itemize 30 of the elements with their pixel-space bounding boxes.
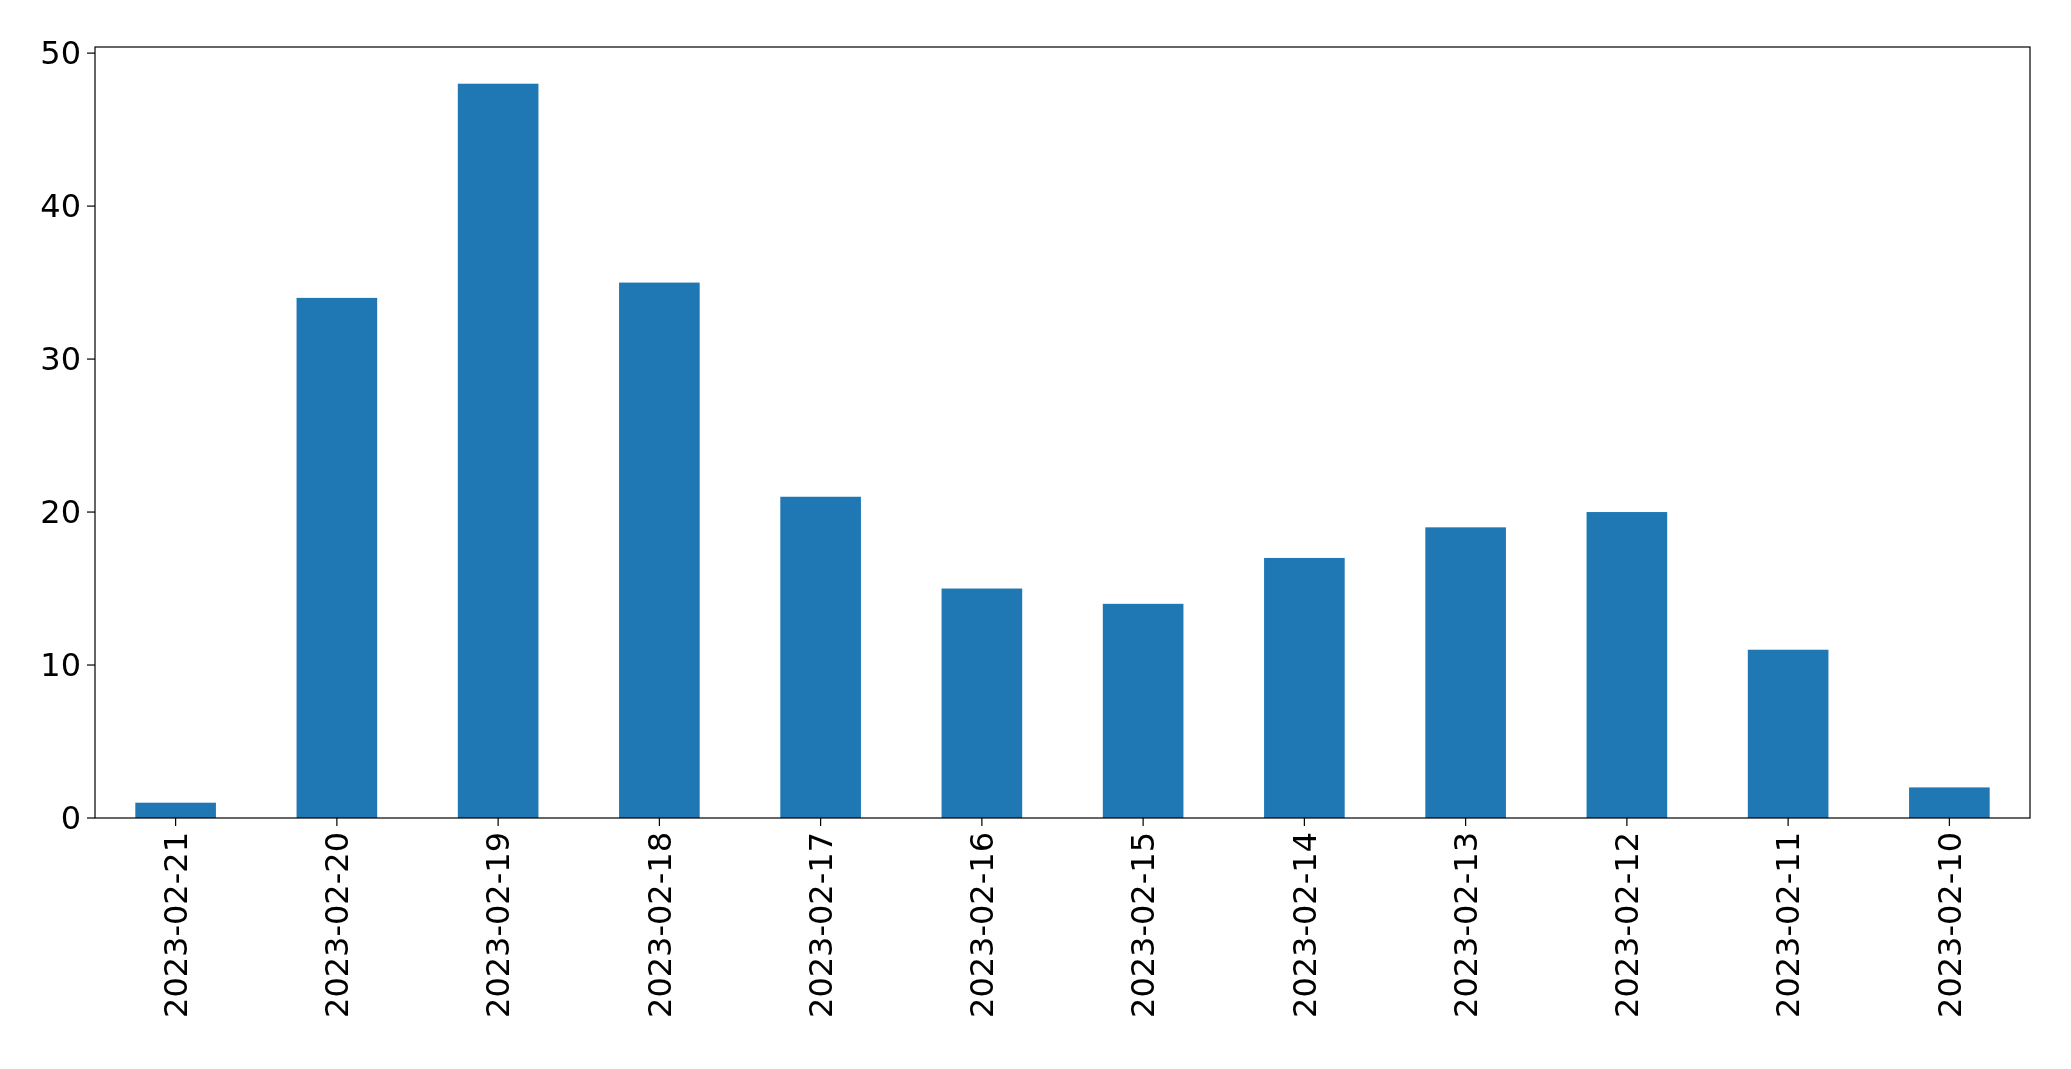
- bar: [780, 496, 861, 818]
- y-tick-label: 10: [40, 646, 81, 685]
- y-tick-label: 50: [40, 34, 81, 73]
- y-tick-label: 20: [40, 493, 81, 532]
- x-tick-label: 2023-02-17: [801, 832, 840, 1018]
- x-tick-label: 2023-02-19: [479, 832, 518, 1018]
- bar: [619, 282, 700, 818]
- y-tick-label: 0: [60, 799, 81, 838]
- y-tick-label: 30: [40, 340, 81, 379]
- x-tick-label: 2023-02-20: [318, 832, 357, 1018]
- x-tick-label: 2023-02-11: [1769, 832, 1808, 1018]
- bar: [1425, 527, 1506, 818]
- bar: [941, 588, 1023, 818]
- bar: [1909, 787, 1990, 818]
- x-tick-label: 2023-02-16: [963, 832, 1002, 1018]
- x-tick-label: 2023-02-13: [1446, 832, 1485, 1018]
- bar: [1586, 512, 1668, 818]
- bar: [1747, 649, 1829, 818]
- bar: [135, 802, 216, 818]
- bar: [296, 297, 378, 818]
- bar: [457, 83, 539, 818]
- x-tick-label: 2023-02-18: [640, 832, 679, 1018]
- x-tick-label: 2023-02-21: [156, 832, 195, 1018]
- x-tick-label: 2023-02-15: [1124, 832, 1163, 1018]
- bar: [1102, 603, 1184, 818]
- x-tick-label: 2023-02-14: [1285, 832, 1324, 1018]
- bar: [1264, 557, 1345, 818]
- x-tick-label: 2023-02-12: [1608, 832, 1647, 1018]
- x-tick-label: 2023-02-10: [1930, 832, 1969, 1018]
- y-tick-label: 40: [40, 187, 81, 226]
